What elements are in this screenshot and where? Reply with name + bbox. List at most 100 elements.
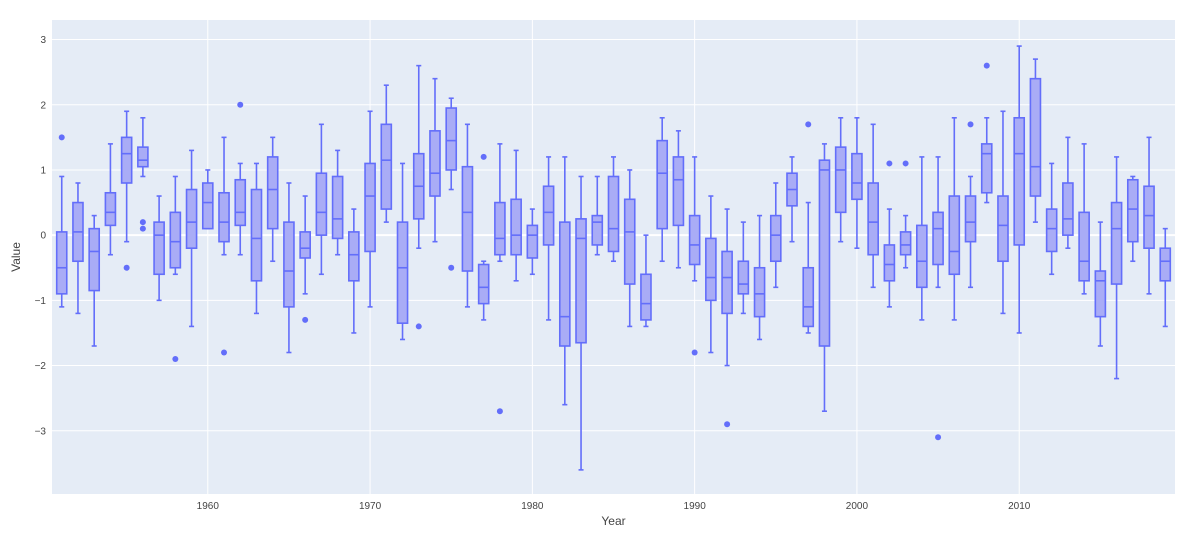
box-1984 — [591, 175, 604, 256]
box-1988 — [656, 116, 669, 263]
box-iqr — [980, 143, 993, 194]
box-iqr — [201, 182, 214, 230]
box-1958 — [169, 175, 182, 363]
box-1974 — [429, 77, 441, 243]
box-iqr — [883, 244, 896, 282]
box-iqr — [932, 211, 944, 266]
box-1963 — [250, 162, 263, 315]
box-iqr — [494, 201, 506, 256]
box-iqr — [510, 198, 522, 256]
box-1973 — [412, 64, 425, 330]
box-1993 — [737, 221, 750, 315]
box-iqr — [672, 156, 685, 227]
box-series — [55, 45, 1172, 471]
box-iqr — [575, 218, 587, 344]
box-1992 — [721, 208, 733, 428]
box-iqr — [461, 165, 474, 272]
box-iqr — [429, 130, 441, 197]
box-iqr — [380, 123, 393, 210]
box-2018 — [1143, 136, 1155, 295]
x-tick-label: 2010 — [1008, 501, 1031, 512]
box-1953 — [88, 214, 101, 347]
box-1964 — [266, 136, 279, 263]
box-iqr — [299, 231, 311, 259]
box-iqr — [169, 211, 182, 269]
box-1972 — [396, 162, 409, 341]
box-iqr — [640, 273, 652, 321]
x-tick-label: 1990 — [684, 501, 707, 512]
outlier-point — [221, 349, 228, 356]
box-iqr — [120, 136, 133, 184]
box-2008 — [980, 62, 993, 204]
box-iqr — [137, 146, 149, 168]
box-1968 — [331, 149, 344, 256]
box-1995 — [769, 182, 782, 289]
box-1996 — [786, 156, 798, 243]
outlier-point — [691, 349, 698, 356]
box-1966 — [299, 195, 311, 323]
box-iqr — [88, 227, 101, 292]
box-iqr — [1078, 211, 1090, 282]
box-iqr — [348, 231, 360, 282]
box-1994 — [753, 214, 766, 341]
box-iqr — [916, 224, 928, 289]
box-iqr — [558, 221, 571, 347]
box-iqr — [1126, 178, 1139, 243]
outlier-point — [123, 264, 130, 271]
box-2010 — [1013, 45, 1026, 334]
box-iqr — [899, 231, 912, 256]
box-1954 — [104, 143, 117, 256]
box-iqr — [737, 260, 750, 295]
box-1983 — [575, 175, 587, 471]
box-2019 — [1159, 227, 1172, 328]
x-axis-ticks: 1960 1970 1980 1990 2000 2010 — [197, 501, 1031, 512]
y-tick-label: −3 — [35, 426, 47, 437]
box-iqr — [834, 146, 847, 214]
box-1952 — [72, 182, 84, 315]
box-iqr — [623, 198, 636, 285]
outlier-point — [886, 160, 893, 167]
box-1959 — [185, 149, 198, 328]
box-1987 — [640, 234, 652, 328]
x-tick-label: 1970 — [359, 501, 382, 512]
outlier-point — [805, 121, 812, 128]
x-tick-label: 2000 — [846, 501, 869, 512]
box-iqr — [607, 175, 620, 253]
box-1998 — [818, 143, 831, 412]
box-2009 — [997, 110, 1009, 315]
box-1970 — [364, 110, 376, 308]
outlier-point — [172, 356, 179, 363]
box-iqr — [55, 231, 68, 295]
x-tick-label: 1960 — [197, 501, 220, 512]
y-axis-ticks: −3 −2 −1 0 1 2 3 — [35, 35, 47, 437]
box-iqr — [234, 178, 247, 227]
box-2005 — [932, 156, 944, 441]
box-iqr — [997, 195, 1009, 263]
box-1976 — [461, 123, 474, 308]
box-2002 — [883, 160, 896, 308]
box-1979 — [510, 149, 522, 282]
box-1975 — [445, 97, 458, 271]
box-2016 — [1110, 156, 1123, 380]
y-tick-label: 3 — [40, 35, 46, 46]
box-2000 — [851, 116, 863, 249]
box-iqr — [477, 263, 490, 305]
y-tick-label: −2 — [35, 361, 47, 372]
box-iqr — [705, 237, 717, 302]
box-iqr — [1094, 270, 1107, 318]
box-1997 — [802, 121, 815, 334]
outlier-point — [902, 160, 909, 167]
box-iqr — [153, 221, 165, 276]
box-iqr — [185, 188, 198, 249]
box-iqr — [1143, 185, 1155, 249]
box-1990 — [688, 156, 701, 356]
box-iqr — [753, 266, 766, 318]
box-iqr — [769, 214, 782, 263]
outlier-point — [448, 264, 455, 271]
outlier-point — [58, 134, 65, 141]
box-1951 — [55, 134, 68, 308]
box-iqr — [964, 195, 977, 243]
box-1977 — [477, 153, 490, 321]
box-2001 — [867, 123, 879, 289]
box-1960 — [201, 169, 214, 230]
